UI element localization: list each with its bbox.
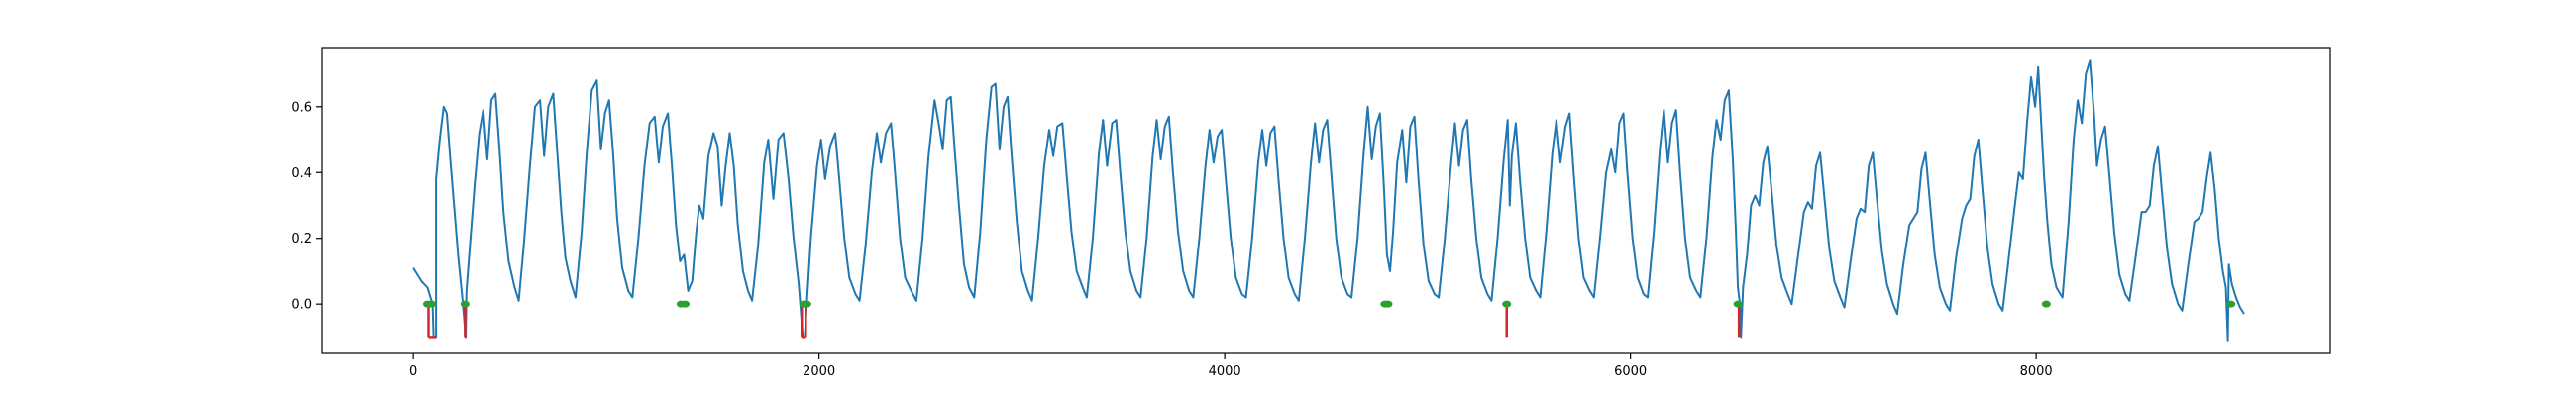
y-tick-label-1: 0.2 (291, 232, 312, 247)
x-tick-label-0: 0 (409, 364, 417, 379)
green-marker-2 (460, 300, 470, 308)
green-marker-6 (802, 300, 811, 308)
x-tick-label-3: 6000 (1614, 364, 1647, 379)
x-tick-label-1: 2000 (803, 364, 835, 379)
green-marker-10 (1733, 300, 1743, 308)
axes-frame (321, 47, 2331, 354)
green-marker-9 (1502, 300, 1512, 308)
plot-area (322, 48, 2330, 353)
series-layer (412, 59, 2245, 342)
plot-background (322, 48, 2330, 353)
green-marker-12 (2226, 300, 2236, 308)
green-marker-8 (1383, 300, 1393, 308)
y-tick-label-2: 0.4 (291, 166, 312, 181)
green-marker-1 (427, 300, 437, 308)
axes-layer: 0 2000 4000 6000 8000 0.0 0.2 0.4 0.6 (291, 47, 2331, 379)
green-marker-4 (680, 300, 690, 308)
green-marker-11 (2041, 300, 2051, 308)
y-tick-label-0: 0.0 (291, 298, 312, 313)
x-tick-label-2: 4000 (1209, 364, 1241, 379)
y-tick-label-3: 0.6 (291, 100, 312, 115)
series-line-signal (412, 59, 2245, 342)
x-tick-label-4: 8000 (2020, 364, 2053, 379)
